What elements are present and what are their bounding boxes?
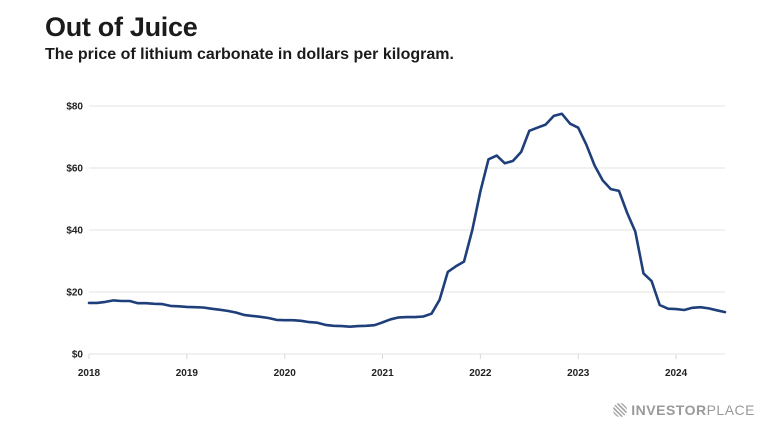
x-tick-label: 2022 bbox=[469, 368, 492, 379]
gridlines bbox=[89, 105, 725, 355]
x-axis: 2018 2019 2020 2021 2022 2023 2024 bbox=[78, 354, 688, 379]
x-tick-label: 2020 bbox=[274, 368, 297, 379]
globe-icon bbox=[613, 403, 628, 417]
y-tick-label: $80 bbox=[66, 102, 83, 113]
y-tick-label: $60 bbox=[66, 164, 83, 175]
series-layer bbox=[87, 112, 727, 329]
chart-title: Out of Juice bbox=[45, 12, 198, 42]
y-tick-label: $20 bbox=[66, 288, 83, 299]
investorplace-logo: INVESTOR PLACE bbox=[613, 402, 755, 418]
y-axis: $0 $20 $40 $60 $80 bbox=[66, 102, 83, 361]
x-tick-label: 2024 bbox=[665, 368, 688, 379]
x-tick-label: 2019 bbox=[176, 368, 199, 379]
chart-subtitle: The price of lithium carbonate in dollar… bbox=[45, 46, 454, 63]
x-tick-label: 2018 bbox=[78, 368, 101, 379]
logo-text-bold: INVESTOR bbox=[631, 402, 707, 418]
price-line bbox=[87, 112, 727, 329]
y-tick-label: $40 bbox=[66, 226, 83, 237]
logo-text-light: PLACE bbox=[706, 402, 755, 418]
x-tick-label: 2021 bbox=[371, 368, 394, 379]
y-tick-label: $0 bbox=[72, 350, 84, 361]
x-tick-label: 2023 bbox=[567, 368, 590, 379]
